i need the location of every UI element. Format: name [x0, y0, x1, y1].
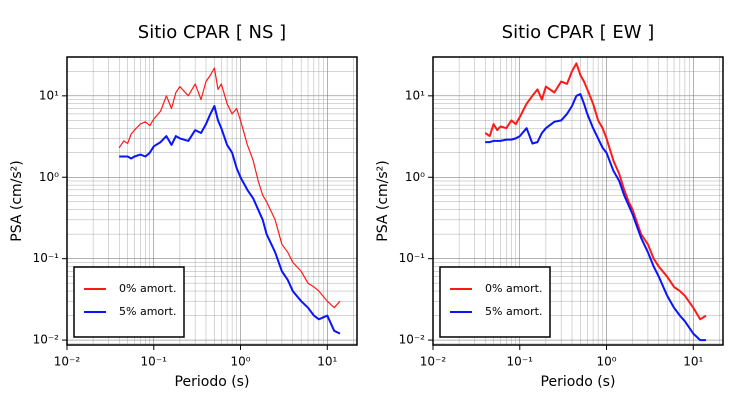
x-tick-label: 10⁻¹	[507, 355, 534, 369]
x-tick-label: 10⁻¹	[141, 355, 168, 369]
x-tick-label: 10¹	[683, 355, 703, 369]
y-tick-label: 10⁰	[39, 170, 59, 184]
y-tick-label: 10¹	[39, 88, 59, 102]
legend: 0% amort. 5% amort.	[73, 266, 185, 338]
chart: Sitio CPAR [ NS ] Periodo (s) PSA (cm/s²) 1…	[9, 22, 358, 390]
y-tick-label: 10⁻²	[33, 333, 60, 347]
legend-box	[73, 266, 185, 338]
series-line	[484, 62, 707, 321]
y-tick-label: 10⁻¹	[399, 251, 426, 265]
x-axis-title: Periodo (s)	[175, 374, 250, 390]
x-tick-label: 10⁻²	[420, 355, 447, 369]
series-line	[118, 67, 341, 309]
plot-frame	[432, 56, 724, 346]
legend: 0% amort. 5% amort.	[439, 266, 551, 338]
series-line	[485, 93, 706, 342]
y-tick-label: 10⁻²	[399, 333, 426, 347]
legend-box	[439, 266, 551, 338]
x-tick-label: 10⁻²	[54, 355, 81, 369]
legend-label: 5% amort.	[119, 305, 176, 318]
y-tick-label: 10⁻¹	[33, 251, 60, 265]
legend-label: 0% amort.	[485, 282, 542, 295]
y-tick-label: 10¹	[405, 88, 425, 102]
legend-label: 5% amort.	[485, 305, 542, 318]
y-axis-title: PSA (cm/s²)	[375, 160, 391, 242]
chart: Sitio CPAR [ EW ] Periodo (s) PSA (cm/s²) 1…	[375, 22, 724, 390]
x-tick-label: 10⁰	[230, 355, 250, 369]
chart-title: Sitio CPAR [ NS ]	[138, 22, 286, 43]
y-tick-label: 10⁰	[405, 170, 425, 184]
legend-label: 0% amort.	[119, 282, 176, 295]
chart-title: Sitio CPAR [ EW ]	[502, 22, 655, 43]
series-line	[119, 105, 341, 335]
x-tick-label: 10⁰	[596, 355, 616, 369]
x-axis-title: Periodo (s)	[541, 374, 616, 390]
y-axis-title: PSA (cm/s²)	[9, 160, 25, 242]
x-tick-label: 10¹	[317, 355, 337, 369]
plot-frame	[66, 56, 358, 346]
